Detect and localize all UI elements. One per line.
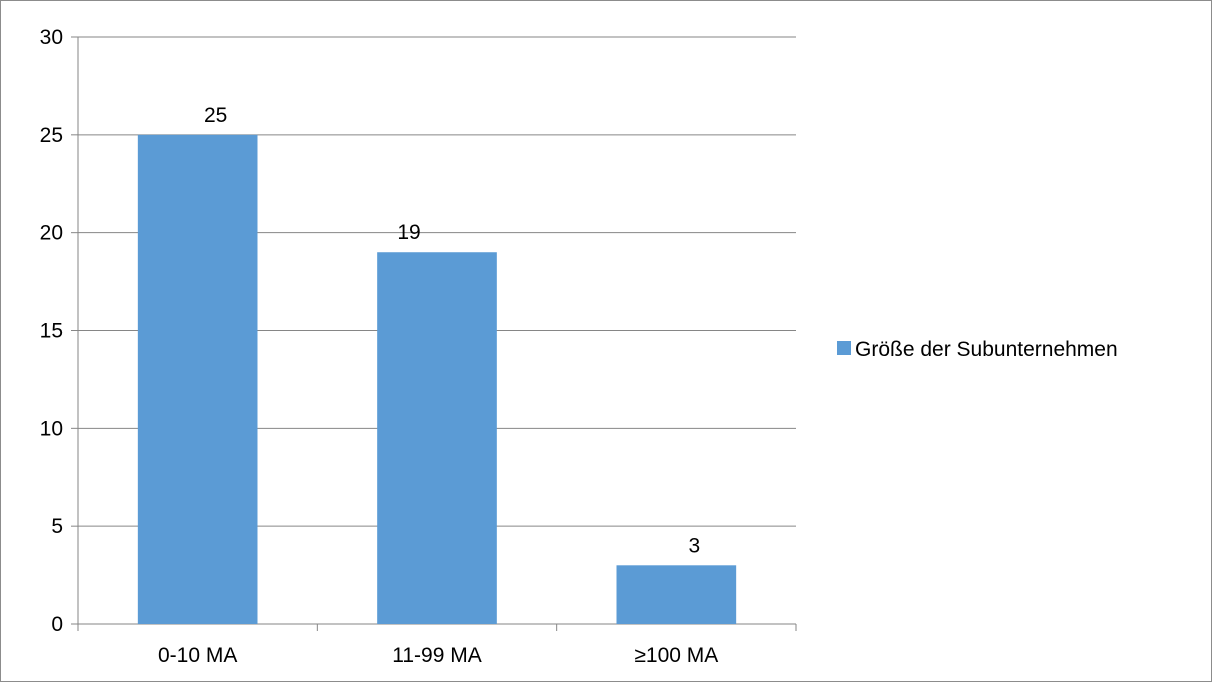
y-tick-label: 20 <box>40 222 63 245</box>
axes: 0 5 10 15 20 25 30 0-10 MA 11-99 MA ≥100 MA <box>40 26 797 667</box>
bar <box>377 252 497 624</box>
legend-label: Größe der Subunternehmen <box>855 338 1118 361</box>
data-labels: 25 19 3 <box>204 104 700 557</box>
bar <box>137 134 258 625</box>
x-category-label: 11-99 MA <box>392 644 482 667</box>
legend-swatch <box>837 341 851 355</box>
y-tick-label: 15 <box>40 320 63 343</box>
legend: Größe der Subunternehmen <box>837 338 1118 361</box>
data-label: 3 <box>688 534 700 557</box>
y-tick-label: 5 <box>51 515 63 538</box>
y-tick-label: 10 <box>40 417 63 440</box>
bars <box>137 134 737 625</box>
data-label: 25 <box>204 104 227 127</box>
bar <box>616 565 737 624</box>
x-category-label: ≥100 MA <box>634 644 718 667</box>
y-tick-label: 0 <box>51 613 63 636</box>
x-category-label: 0-10 MA <box>158 644 237 667</box>
y-tick-label: 30 <box>40 26 63 49</box>
data-label: 19 <box>397 221 420 244</box>
y-tick-label: 25 <box>40 124 63 147</box>
